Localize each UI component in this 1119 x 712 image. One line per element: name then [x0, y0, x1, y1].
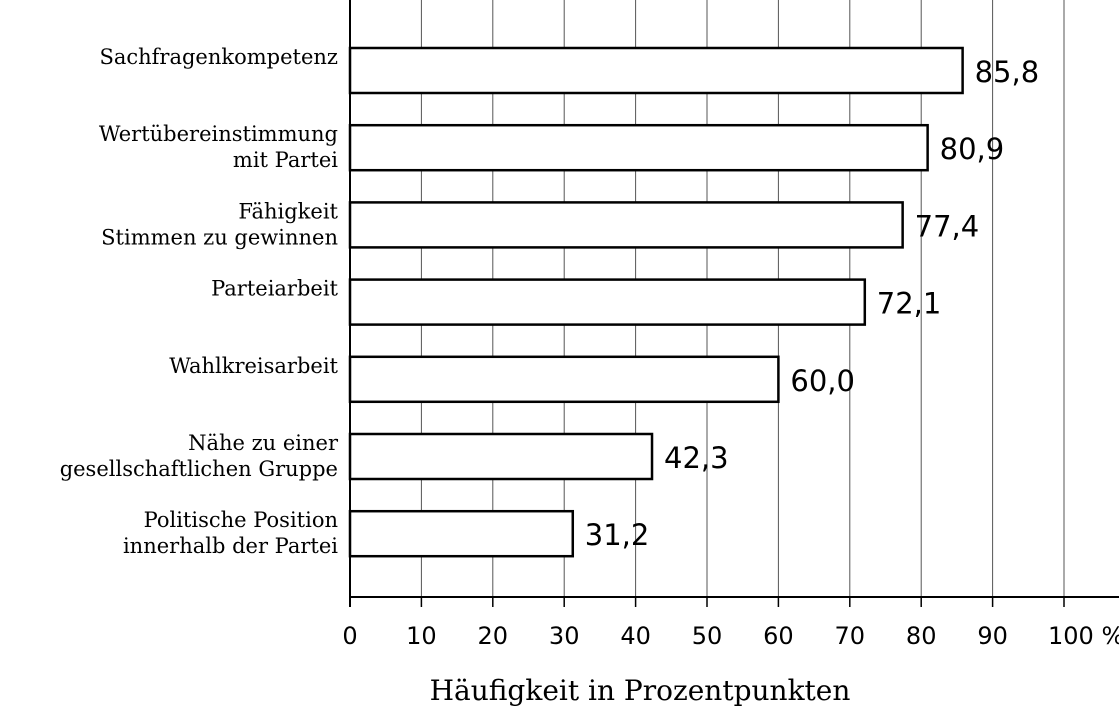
- bar: [348, 355, 780, 404]
- x-tick-label: 40: [620, 622, 651, 650]
- category-label: Wertübereinstimmung mit Partei: [99, 122, 338, 172]
- bar: [348, 509, 575, 558]
- bar: [348, 123, 929, 172]
- x-tick-label: 90: [977, 622, 1008, 650]
- bar: [348, 201, 904, 249]
- category-label: Parteiarbeit: [211, 277, 338, 301]
- value-label: 31,2: [585, 518, 650, 552]
- value-label: 72,1: [877, 287, 942, 321]
- category-label: Politische Position innerhalb der Partei: [123, 508, 338, 558]
- value-label: 80,9: [940, 132, 1005, 166]
- category-label: Wahlkreisarbeit: [169, 354, 338, 378]
- value-label: 60,0: [790, 364, 855, 398]
- value-label: 42,3: [664, 441, 729, 475]
- x-tick-label: 30: [549, 622, 580, 650]
- category-label: Nähe zu einer gesellschaftlichen Gruppe: [60, 431, 339, 481]
- x-tick-label: 60: [763, 622, 794, 650]
- bar: [348, 278, 867, 326]
- x-tick-label: 70: [835, 622, 866, 650]
- x-tick-label: 80: [906, 622, 937, 650]
- value-label: 85,8: [975, 55, 1040, 89]
- x-tick-label: 100 %: [1048, 622, 1119, 650]
- x-tick-label: 20: [478, 622, 509, 650]
- category-label: Fähigkeit Stimmen zu gewinnen: [101, 199, 338, 249]
- bar: [348, 432, 654, 481]
- category-label: Sachfragenkompetenz: [99, 45, 338, 69]
- value-label: 77,4: [915, 209, 980, 243]
- x-tick-label: 50: [692, 622, 723, 650]
- bar: [348, 46, 964, 95]
- x-tick-label: 0: [342, 622, 357, 650]
- x-tick-label: 10: [406, 622, 437, 650]
- x-axis-label: Häufigkeit in Prozentpunkten: [430, 674, 851, 707]
